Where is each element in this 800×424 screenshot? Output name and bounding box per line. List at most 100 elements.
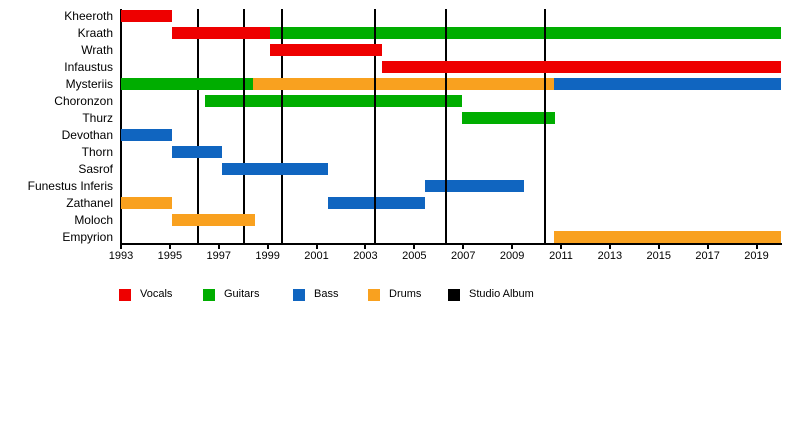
member-label: Infaustus <box>64 60 113 74</box>
axis-tick <box>560 245 562 249</box>
axis-tick-label: 1993 <box>108 250 134 262</box>
legend-swatch-drums <box>368 288 380 301</box>
timeline-bar-bass <box>121 129 173 141</box>
album-line <box>280 9 283 243</box>
album-mark <box>243 95 246 107</box>
axis-tick <box>706 245 709 249</box>
axis-tick <box>315 245 318 249</box>
album-mark <box>445 95 448 107</box>
timeline-bar-bass <box>221 163 329 175</box>
axis-tick-label: 2009 <box>499 250 525 262</box>
axis-tick <box>120 245 122 249</box>
album-line <box>243 9 246 243</box>
axis-tick <box>217 245 220 249</box>
timeline-bar-vocals <box>382 61 781 73</box>
timeline-bar-guitars <box>205 95 462 107</box>
axis-tick-label: 2003 <box>353 250 378 262</box>
album-mark <box>445 180 448 192</box>
album-mark <box>544 78 547 90</box>
album-mark <box>544 112 547 124</box>
timeline-bar-bass <box>425 180 525 192</box>
axis-tick-label: 1995 <box>157 250 183 262</box>
legend-label: Studio Album <box>469 288 534 300</box>
member-label: Mysteriis <box>65 77 113 91</box>
y-axis-line <box>120 9 122 244</box>
legend-item: Vocals <box>119 288 172 301</box>
axis-tick-label: 2015 <box>646 250 671 262</box>
legend-item: Drums <box>368 288 421 301</box>
timeline-bar-bass <box>553 78 781 90</box>
member-label: Wrath <box>81 43 113 57</box>
axis-tick <box>168 245 171 249</box>
timeline-bar-drums <box>553 231 781 243</box>
timeline-bar-drums <box>121 197 173 209</box>
timeline-bar-vocals <box>270 44 383 56</box>
timeline-bar-guitars <box>270 27 781 39</box>
axis-tick-label: 2007 <box>450 250 476 262</box>
member-label: Thurz <box>82 111 113 125</box>
legend-item: Guitars <box>203 288 259 301</box>
album-mark <box>280 27 283 39</box>
axis-tick <box>511 245 514 249</box>
member-label: Zathanel <box>66 196 113 210</box>
axis-tick-label: 1999 <box>255 250 280 262</box>
x-axis-line <box>120 243 782 245</box>
member-label: Moloch <box>74 213 113 227</box>
axis-tick-label: 2019 <box>744 250 769 262</box>
album-line <box>445 9 448 243</box>
album-line <box>197 9 199 243</box>
timeline-bar-bass <box>328 197 426 209</box>
timeline-bar-guitars <box>462 112 555 124</box>
album-mark <box>373 197 376 209</box>
axis-tick-label: 2001 <box>304 250 329 262</box>
legend-swatch-guitars <box>203 288 215 301</box>
legend-label: Guitars <box>224 288 260 300</box>
timeline-bar-vocals <box>172 27 271 39</box>
member-label: Empyrion <box>62 230 113 244</box>
legend-swatch-vocals <box>119 288 131 301</box>
member-label: Kraath <box>77 26 113 40</box>
legend-label: Drums <box>389 288 422 300</box>
legend-swatch-bass <box>293 288 305 301</box>
album-mark <box>445 78 448 90</box>
album-line <box>373 9 376 243</box>
legend-swatch-album <box>448 288 460 301</box>
timeline-bar-bass <box>172 146 222 158</box>
timeline-bar-guitars <box>121 78 253 90</box>
axis-tick <box>657 245 660 249</box>
album-mark <box>445 27 448 39</box>
axis-tick <box>413 245 416 249</box>
axis-tick-label: 2017 <box>695 250 720 262</box>
member-label: Choronzon <box>54 94 113 108</box>
album-mark <box>544 27 547 39</box>
axis-tick <box>266 245 269 249</box>
timeline-bar-vocals <box>121 10 173 22</box>
album-mark <box>280 95 283 107</box>
axis-tick <box>364 245 367 249</box>
legend-item: Bass <box>293 288 338 301</box>
member-label: Kheeroth <box>64 9 113 23</box>
timeline-bar-drums <box>172 214 255 226</box>
axis-tick <box>608 245 611 249</box>
member-label: Sasrof <box>78 162 113 176</box>
axis-tick <box>462 245 465 249</box>
axis-tick-label: 2013 <box>597 250 623 262</box>
axis-tick <box>755 245 758 249</box>
album-mark <box>373 95 376 107</box>
timeline-bar-drums <box>253 78 554 90</box>
legend-label: Bass <box>314 288 339 300</box>
legend-item: Studio Album <box>448 288 534 301</box>
member-label: Devothan <box>61 128 113 142</box>
axis-tick-label: 1997 <box>206 250 231 262</box>
album-mark <box>373 78 376 90</box>
legend-label: Vocals <box>140 288 173 300</box>
member-label: Thorn <box>81 145 113 159</box>
axis-tick-label: 2005 <box>402 250 427 262</box>
axis-tick-label: 2011 <box>549 250 573 262</box>
album-mark <box>373 27 376 39</box>
album-line <box>544 9 547 243</box>
